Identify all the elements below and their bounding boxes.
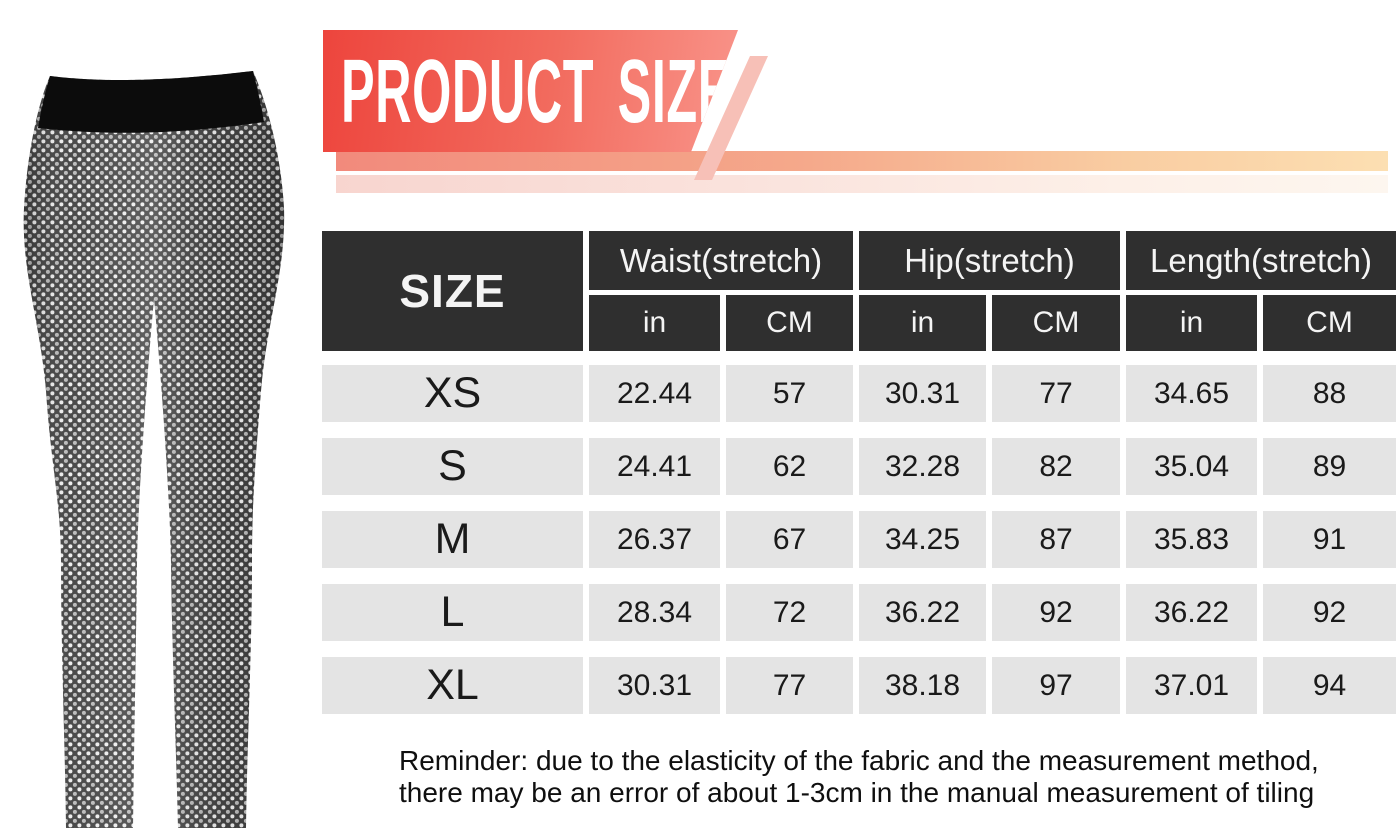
- row-value: 72: [726, 584, 853, 641]
- row-value: 91: [1263, 511, 1396, 568]
- row-size-label: M: [322, 511, 583, 568]
- row-value: 92: [992, 584, 1120, 641]
- row-value: 57: [726, 365, 853, 422]
- header-group-length: Length(stretch): [1126, 231, 1396, 290]
- row-value: 24.41: [589, 438, 720, 495]
- table-row: XL 30.31 77 38.18 97 37.01 94: [322, 657, 1396, 714]
- table-row: S 24.41 62 32.28 82 35.04 89: [322, 438, 1396, 495]
- banner-accent-strip-faint: [336, 175, 1388, 193]
- leggings-waistband: [38, 71, 264, 133]
- header-unit-hip-cm: CM: [992, 295, 1120, 351]
- row-value: 87: [992, 511, 1120, 568]
- row-value: 36.22: [1126, 584, 1257, 641]
- row-size-label: XL: [322, 657, 583, 714]
- row-size-label: S: [322, 438, 583, 495]
- row-value: 36.22: [859, 584, 986, 641]
- row-size-label: XS: [322, 365, 583, 422]
- row-value: 37.01: [1126, 657, 1257, 714]
- header-unit-length-cm: CM: [1263, 295, 1396, 351]
- table-row: XS 22.44 57 30.31 77 34.65 88: [322, 365, 1396, 422]
- row-value: 30.31: [859, 365, 986, 422]
- size-table-header: SIZE Waist(stretch) Hip(stretch) Length(…: [322, 231, 1396, 351]
- header-unit-waist-cm: CM: [726, 295, 853, 351]
- row-value: 35.83: [1126, 511, 1257, 568]
- row-value: 22.44: [589, 365, 720, 422]
- row-value: 34.65: [1126, 365, 1257, 422]
- header-unit-length-in: in: [1126, 295, 1257, 351]
- row-value: 30.31: [589, 657, 720, 714]
- header-size: SIZE: [322, 231, 583, 351]
- header-group-hip: Hip(stretch): [859, 231, 1120, 290]
- table-row: L 28.34 72 36.22 92 36.22 92: [322, 584, 1396, 641]
- header-unit-hip-in: in: [859, 295, 986, 351]
- leggings-product-image: [23, 71, 285, 828]
- row-value: 97: [992, 657, 1120, 714]
- banner: PRODUCT SIZE: [323, 30, 738, 152]
- size-table: SIZE Waist(stretch) Hip(stretch) Length(…: [322, 231, 1396, 714]
- row-value: 77: [992, 365, 1120, 422]
- row-value: 28.34: [589, 584, 720, 641]
- header-group-waist: Waist(stretch): [589, 231, 853, 290]
- row-value: 92: [1263, 584, 1396, 641]
- row-value: 38.18: [859, 657, 986, 714]
- row-value: 77: [726, 657, 853, 714]
- table-row: M 26.37 67 34.25 87 35.83 91: [322, 511, 1396, 568]
- row-value: 67: [726, 511, 853, 568]
- row-value: 26.37: [589, 511, 720, 568]
- row-value: 62: [726, 438, 853, 495]
- row-value: 35.04: [1126, 438, 1257, 495]
- row-value: 89: [1263, 438, 1396, 495]
- header-unit-waist-in: in: [589, 295, 720, 351]
- row-value: 32.28: [859, 438, 986, 495]
- row-value: 82: [992, 438, 1120, 495]
- banner-accent-strip: [336, 151, 1388, 171]
- banner-title: PRODUCT SIZE: [341, 42, 732, 142]
- row-size-label: L: [322, 584, 583, 641]
- reminder-line-2: there may be an error of about 1-3cm in …: [399, 777, 1315, 808]
- row-value: 88: [1263, 365, 1396, 422]
- reminder-note: Reminder: due to the elasticity of the f…: [399, 745, 1319, 809]
- row-value: 94: [1263, 657, 1396, 714]
- row-value: 34.25: [859, 511, 986, 568]
- reminder-line-1: Reminder: due to the elasticity of the f…: [399, 745, 1319, 776]
